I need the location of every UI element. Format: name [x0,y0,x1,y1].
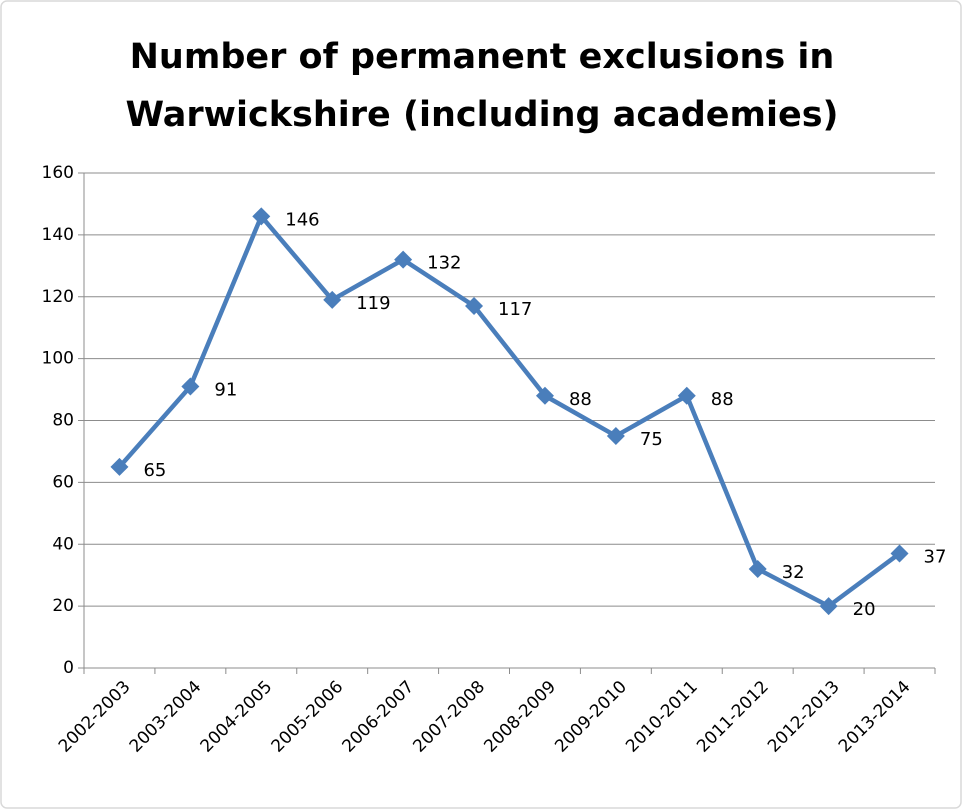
data-label: 88 [711,389,734,410]
data-label: 146 [285,209,319,230]
marker [890,544,909,563]
marker [181,377,200,396]
y-tick-label: 60 [52,472,74,492]
marker [252,207,271,226]
data-label: 88 [569,389,592,410]
y-tick-label: 0 [63,658,74,678]
marker [394,250,413,269]
marker [819,597,838,616]
y-tick-label: 140 [42,225,74,245]
y-tick-label: 40 [52,534,74,554]
marker [748,560,767,578]
marker [465,297,484,316]
chart-title: Number of permanent exclusions in [130,37,835,77]
marker [606,426,625,445]
data-label: 32 [782,562,805,583]
data-label: 91 [214,379,237,400]
marker [677,386,696,405]
data-label: 65 [143,460,166,481]
y-tick-label: 120 [42,287,74,307]
data-label: 119 [356,293,390,314]
data-label: 132 [427,253,461,274]
data-label: 20 [853,599,876,620]
data-label: 75 [640,429,663,450]
data-label: 117 [498,299,532,320]
y-tick-label: 80 [52,411,74,431]
marker [323,290,342,309]
line [117,214,901,609]
data-label: 37 [924,547,947,568]
y-tick-label: 100 [42,349,74,369]
marker [110,457,129,476]
y-tick-label: 20 [52,596,74,616]
y-tick-label: 160 [42,163,74,183]
marker [535,386,554,405]
chart-title: Warwickshire (including academies) [125,95,838,135]
